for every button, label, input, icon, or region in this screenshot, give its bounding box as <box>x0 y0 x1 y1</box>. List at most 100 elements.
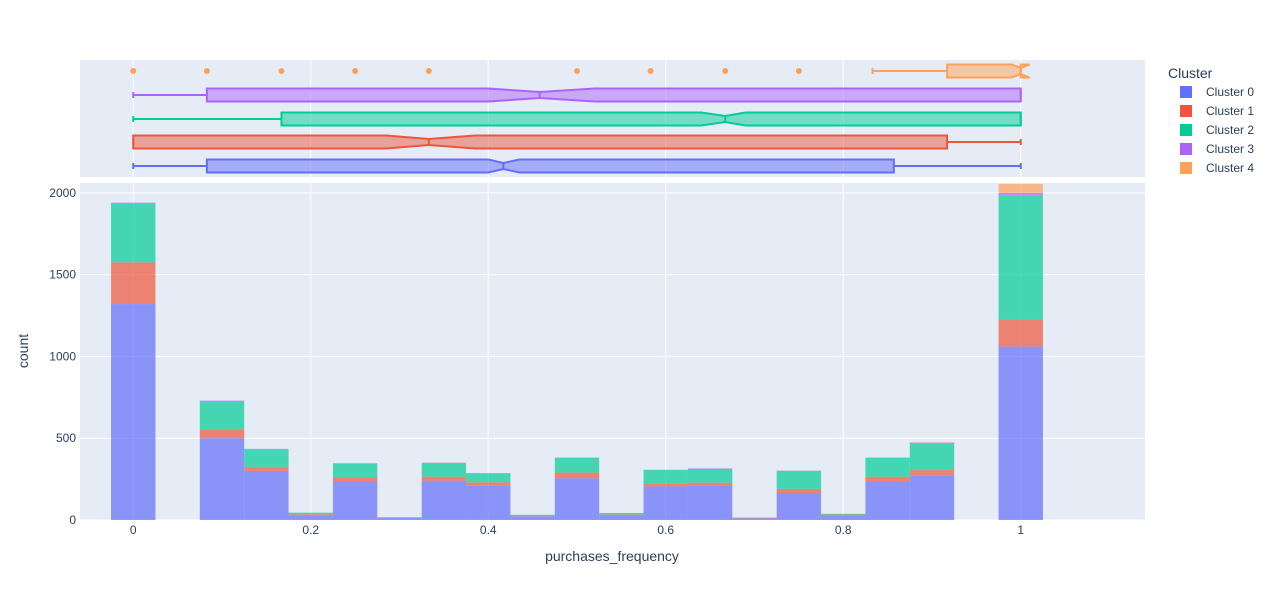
bar-cluster-0 <box>510 516 555 520</box>
box-plot-cluster-3 <box>132 87 1022 103</box>
y-tick-label: 1000 <box>49 349 76 363</box>
y-axis-title: count <box>15 334 31 368</box>
box-body <box>946 63 1030 79</box>
bar-cluster-0 <box>732 518 777 520</box>
bar-cluster-3 <box>421 462 467 464</box>
bar-cluster-1 <box>421 476 467 481</box>
legend-label: Cluster 3 <box>1206 142 1254 156</box>
bar-cluster-1 <box>332 477 378 482</box>
bar-cluster-2 <box>244 449 289 467</box>
bar-cluster-2 <box>821 513 866 515</box>
legend-item[interactable]: Cluster 0 <box>1180 85 1254 99</box>
legend-label: Cluster 4 <box>1206 161 1254 175</box>
bar-cluster-0 <box>643 486 688 520</box>
y-tick-label: 1500 <box>49 268 76 282</box>
bar-cluster-0 <box>909 475 955 520</box>
x-tick-label: 0 <box>130 523 137 537</box>
x-axis-ticks: 0 0.2 0.4 0.6 0.8 1 <box>130 523 1025 537</box>
x-tick-label: 0.8 <box>835 523 852 537</box>
bar-cluster-1 <box>111 262 156 305</box>
bar-cluster-2 <box>111 203 156 263</box>
bar-cluster-0 <box>821 515 866 520</box>
bar-cluster-2 <box>599 512 644 515</box>
box-body <box>132 134 949 150</box>
box-plot-cluster-2 <box>132 111 1022 127</box>
bar-cluster-2 <box>687 468 733 483</box>
legend-swatch <box>1180 86 1192 98</box>
legend-swatch <box>1180 162 1192 174</box>
bar-cluster-0 <box>776 493 822 520</box>
bar-cluster-1 <box>909 470 955 476</box>
outlier-point <box>722 68 729 74</box>
bar-cluster-1 <box>776 488 822 494</box>
bar-cluster-2 <box>865 457 910 477</box>
legend-item[interactable]: Cluster 3 <box>1180 142 1254 156</box>
legend-items: Cluster 0 Cluster 1 Cluster 2 Cluster 3 Clus… <box>1180 85 1254 175</box>
bar-cluster-1 <box>687 482 733 486</box>
bar-cluster-2 <box>288 512 333 515</box>
bar-cluster-1 <box>865 476 910 482</box>
bar-cluster-2 <box>377 517 422 519</box>
bar-cluster-1 <box>998 319 1043 347</box>
bar-cluster-3 <box>244 448 289 450</box>
bar-cluster-0 <box>554 478 600 520</box>
bar-cluster-1 <box>288 514 333 516</box>
bar-cluster-0 <box>244 470 289 520</box>
legend-label: Cluster 0 <box>1206 85 1254 99</box>
legend-swatch <box>1180 143 1192 155</box>
outlier-point <box>130 68 137 74</box>
bar-cluster-1 <box>466 482 511 486</box>
outlier-point <box>795 68 802 74</box>
outlier-point <box>574 68 580 74</box>
bar-cluster-0 <box>332 481 378 520</box>
bar-cluster-0 <box>466 485 511 520</box>
box-body <box>205 158 895 174</box>
box-plot-cluster-4 <box>130 63 1030 79</box>
bar-cluster-2 <box>199 401 245 430</box>
x-axis-title: purchases_frequency <box>545 548 679 564</box>
bar-cluster-2 <box>421 463 467 477</box>
bar-cluster-0 <box>599 515 644 520</box>
y-tick-label: 0 <box>69 513 76 527</box>
legend-item[interactable]: Cluster 1 <box>1180 104 1254 118</box>
bar-cluster-3 <box>199 400 245 402</box>
bar-cluster-0 <box>421 480 467 520</box>
bar-cluster-1 <box>244 466 289 471</box>
box-plot-cluster-0 <box>132 158 1022 174</box>
y-tick-label: 2000 <box>49 186 76 200</box>
bar-cluster-2 <box>909 443 955 471</box>
legend-swatch <box>1180 124 1192 136</box>
bar-cluster-3 <box>111 202 156 204</box>
bar-cluster-2 <box>466 473 511 483</box>
outlier-point <box>425 68 432 74</box>
bar-cluster-2 <box>776 470 822 489</box>
bar-cluster-0 <box>687 485 733 520</box>
legend-label: Cluster 1 <box>1206 104 1254 118</box>
box-plots <box>130 63 1030 174</box>
outlier-point <box>352 68 359 74</box>
box-body <box>205 87 1022 103</box>
legend-item[interactable]: Cluster 2 <box>1180 123 1254 137</box>
y-axis-ticks: 0 500 1000 1500 2000 <box>49 186 76 527</box>
bar-cluster-1 <box>554 472 600 479</box>
x-tick-label: 1 <box>1017 523 1024 537</box>
outlier-point <box>647 68 654 74</box>
bar-cluster-4 <box>998 183 1043 193</box>
bar-cluster-0 <box>111 304 156 520</box>
outlier-point <box>203 68 210 74</box>
box-body <box>280 111 1022 127</box>
x-tick-label: 0.4 <box>480 523 497 537</box>
bar-cluster-2 <box>332 463 378 478</box>
bar-cluster-2 <box>554 457 600 473</box>
histogram-bars <box>111 183 1043 520</box>
bar-cluster-1 <box>643 483 688 487</box>
x-tick-label: 0.6 <box>657 523 674 537</box>
legend-item[interactable]: Cluster 4 <box>1180 161 1254 175</box>
legend-title: Cluster <box>1168 65 1213 81</box>
bar-cluster-1 <box>199 429 245 439</box>
bar-cluster-3 <box>998 192 1043 196</box>
bar-cluster-0 <box>377 518 422 520</box>
outlier-point <box>278 68 285 74</box>
